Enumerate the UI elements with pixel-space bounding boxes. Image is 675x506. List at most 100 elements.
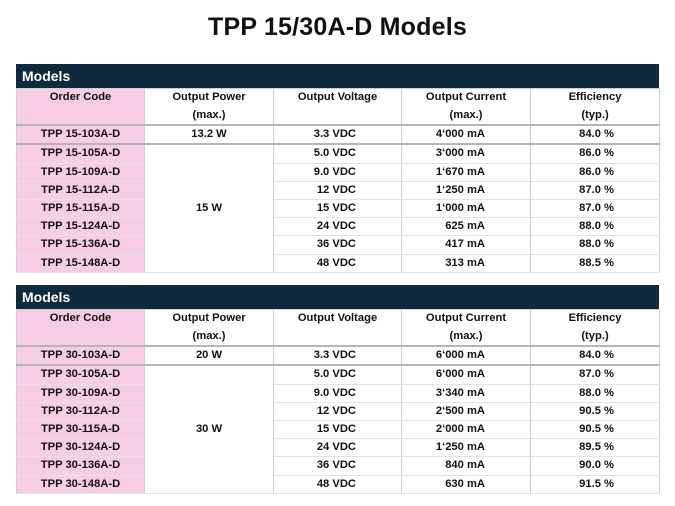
header-order-code-sub [16,328,145,347]
output-current-cell: 1‘000 mA [401,199,531,219]
output-voltage-cell: 48 VDC [273,474,402,494]
efficiency-cell: 90.5 % [530,420,660,440]
order-code-cell: TPP 30-136A-D [16,456,145,476]
header-output-power-sub: (max.) [144,107,274,126]
header-efficiency: Efficiency [530,88,660,107]
output-voltage-cell: 36 VDC [273,456,402,476]
output-current-cell: 840 mA [401,456,531,476]
table-row: TPP 30-105A-D 30 W 5.0 VDC 6‘000 mA 87.0 % [16,364,660,494]
order-code-cell: TPP 30-112A-D [16,401,145,422]
page-title: TPP 15/30A-D Models [208,13,467,41]
models-table: Order Code Output Power Output Voltage O… [16,88,660,273]
table-row: TPP 30-115A-D 15 VDC 2‘000 mA 90.5 % [16,420,660,440]
table-row: TPP 30-136A-D 36 VDC 840 mA 90.0 % [16,456,660,476]
header-output-current: Output Current [401,88,531,107]
header-order-code: Order Code [16,309,145,328]
order-code-cell: TPP 30-148A-D [16,474,145,494]
table-row: TPP 15-124A-D 24 VDC 625 mA 88.0 % [16,217,660,237]
order-code-cell: TPP 15-136A-D [16,235,145,255]
table-body: TPP 30-103A-D 20 W 3.3 VDC 6‘000 mA 84.0 % TP… [16,345,660,494]
efficiency-cell: 88.5 % [530,253,660,273]
output-power-cell: 30 W [144,364,274,494]
output-power-cell: 20 W [144,345,274,366]
efficiency-cell: 89.5 % [530,438,660,458]
table-row: TPP 15-115A-D 15 VDC 1‘000 mA 87.0 % [16,199,660,219]
output-current-cell: 1‘250 mA [401,438,531,458]
header-efficiency-sub: (typ.) [530,107,660,126]
output-current-cell: 1‘670 mA [401,162,531,182]
output-current-cell: 2‘000 mA [401,420,531,440]
output-current-cell: 630 mA [401,474,531,494]
output-current-cell: 313 mA [401,253,531,273]
table-row: TPP 15-103A-D 13.2 W 3.3 VDC 4‘000 mA 84.0 % [16,124,660,145]
output-voltage-cell: 9.0 VDC [273,383,402,403]
output-voltage-cell: 12 VDC [273,180,402,201]
table-row: TPP 30-103A-D 20 W 3.3 VDC 6‘000 mA 84.0 % [16,345,660,366]
table-row: TPP 15-136A-D 36 VDC 417 mA 88.0 % [16,235,660,255]
order-code-cell: TPP 15-112A-D [16,180,145,201]
output-current-cell: 625 mA [401,217,531,237]
order-code-cell: TPP 15-115A-D [16,199,145,219]
efficiency-cell: 87.0 % [530,180,660,201]
efficiency-cell: 87.0 % [530,364,660,385]
efficiency-cell: 87.0 % [530,199,660,219]
order-code-cell: TPP 15-148A-D [16,253,145,273]
header-output-current-sub: (max.) [401,107,531,126]
order-code-cell: TPP 15-103A-D [16,124,145,145]
table-row: TPP 15-109A-D 9.0 VDC 1‘670 mA 86.0 % [16,162,660,182]
output-current-cell: 4‘000 mA [401,124,531,145]
output-voltage-cell: 15 VDC [273,420,402,440]
order-code-cell: TPP 15-124A-D [16,217,145,237]
output-voltage-cell: 3.3 VDC [273,124,402,145]
efficiency-cell: 88.0 % [530,383,660,403]
efficiency-cell: 86.0 % [530,162,660,182]
output-current-cell: 1‘250 mA [401,180,531,201]
output-voltage-cell: 12 VDC [273,401,402,422]
header-output-voltage-sub [273,328,402,347]
table-band-label: Models [16,285,659,309]
output-current-cell: 3‘340 mA [401,383,531,403]
header-output-voltage: Output Voltage [273,88,402,107]
efficiency-cell: 84.0 % [530,345,660,366]
table-row: TPP 15-105A-D 15 W 5.0 VDC 3‘000 mA 86.0 % [16,143,660,273]
table-row: TPP 30-148A-D 48 VDC 630 mA 91.5 % [16,474,660,494]
table-band-label: Models [16,64,659,88]
header-order-code: Order Code [16,88,145,107]
output-power-cell: 13.2 W [144,124,274,145]
efficiency-cell: 86.0 % [530,143,660,164]
table-row: TPP 30-124A-D 24 VDC 1‘250 mA 89.5 % [16,438,660,458]
table-row: TPP 15-148A-D 48 VDC 313 mA 88.5 % [16,253,660,273]
header-output-voltage: Output Voltage [273,309,402,328]
models-table-tpp30: Models Order Code Output Power Output Vo… [16,285,660,494]
output-current-cell: 417 mA [401,235,531,255]
header-efficiency-sub: (typ.) [530,328,660,347]
table-row: TPP 15-112A-D 12 VDC 1‘250 mA 87.0 % [16,180,660,201]
models-table: Order Code Output Power Output Voltage O… [16,309,660,494]
table-row: TPP 30-112A-D 12 VDC 2‘500 mA 90.5 % [16,401,660,422]
header-output-power: Output Power [144,88,274,107]
output-voltage-cell: 24 VDC [273,438,402,458]
models-table-tpp15: Models Order Code Output Power Output Vo… [16,64,660,273]
efficiency-cell: 88.0 % [530,235,660,255]
order-code-cell: TPP 30-105A-D [16,364,145,385]
output-current-cell: 6‘000 mA [401,364,531,385]
output-voltage-cell: 15 VDC [273,199,402,219]
output-voltage-cell: 3.3 VDC [273,345,402,366]
output-voltage-cell: 5.0 VDC [273,364,402,385]
output-current-cell: 2‘500 mA [401,401,531,422]
order-code-cell: TPP 30-115A-D [16,420,145,440]
efficiency-cell: 84.0 % [530,124,660,145]
output-voltage-cell: 36 VDC [273,235,402,255]
header-output-power-sub: (max.) [144,328,274,347]
efficiency-cell: 88.0 % [530,217,660,237]
output-voltage-cell: 24 VDC [273,217,402,237]
efficiency-cell: 90.5 % [530,401,660,422]
header-efficiency: Efficiency [530,309,660,328]
order-code-cell: TPP 30-109A-D [16,383,145,403]
output-voltage-cell: 9.0 VDC [273,162,402,182]
header-output-current: Output Current [401,309,531,328]
order-code-cell: TPP 15-109A-D [16,162,145,182]
header-output-current-sub: (max.) [401,328,531,347]
output-power-cell: 15 W [144,143,274,273]
table-row: TPP 30-109A-D 9.0 VDC 3‘340 mA 88.0 % [16,383,660,403]
